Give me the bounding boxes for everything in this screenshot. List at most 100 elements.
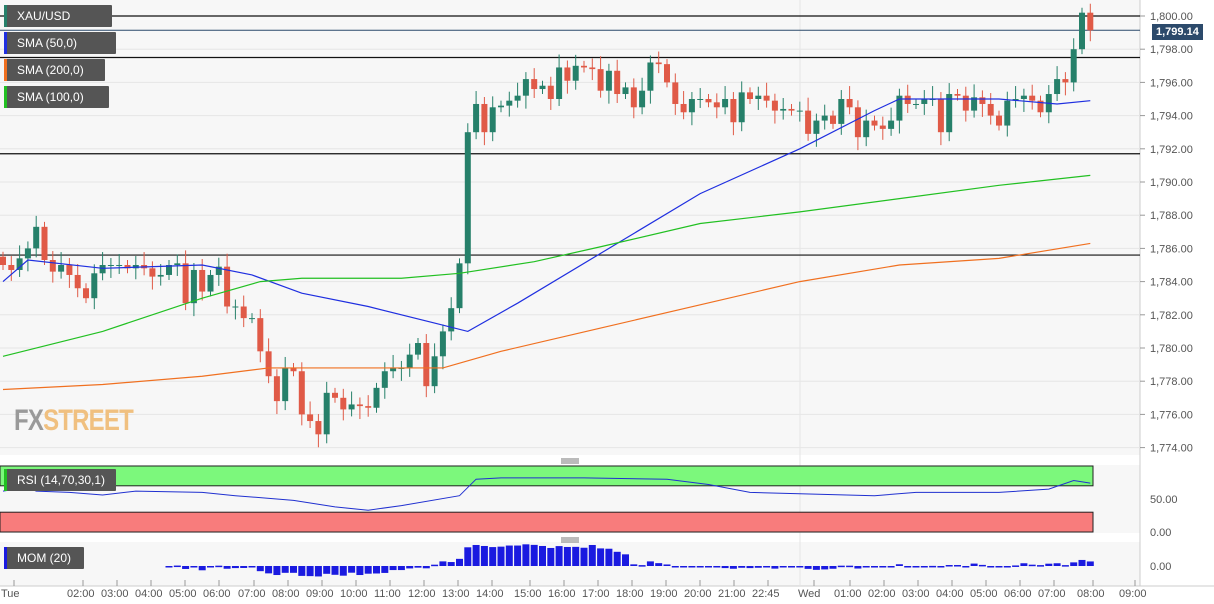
mom-bar <box>339 566 347 576</box>
candle <box>1037 100 1044 113</box>
candle <box>605 70 612 91</box>
mom-bar <box>431 564 439 567</box>
candle <box>904 95 911 104</box>
mom-bar <box>978 564 986 567</box>
mom-bar <box>497 546 505 566</box>
candle <box>1004 100 1011 126</box>
y-tick-label: 1,786.00 <box>1150 243 1193 255</box>
mom-bar <box>331 566 339 575</box>
mom-bar <box>605 548 613 566</box>
sma200-line <box>2 242 1091 391</box>
legend-symbol[interactable]: XAU/USD <box>4 5 112 27</box>
candle <box>439 331 446 357</box>
y-tick-label: 1,796.00 <box>1150 77 1193 89</box>
candle <box>16 258 23 270</box>
candle <box>232 306 239 308</box>
legend-rsi[interactable]: RSI (14,70,30,1) <box>4 469 116 491</box>
y-tick-label: 1,792.00 <box>1150 144 1193 156</box>
mom-bar <box>215 565 223 568</box>
mom-bar <box>480 545 488 566</box>
candle <box>597 69 604 91</box>
mom-bar <box>937 566 945 568</box>
mom-bar <box>912 566 920 568</box>
mom-bar <box>1045 563 1053 566</box>
candle <box>971 97 978 111</box>
candle <box>506 100 513 106</box>
mom-bar <box>364 566 372 574</box>
legend-sma100[interactable]: SMA (100,0) <box>4 86 109 108</box>
mom-bar <box>1012 565 1020 567</box>
candle <box>755 95 762 99</box>
mom-bar <box>522 544 530 566</box>
x-tick-label: 16:00 <box>548 588 576 600</box>
candle <box>647 62 654 91</box>
mom-bar <box>572 546 580 566</box>
mom-bar <box>256 566 264 572</box>
candle <box>581 65 587 68</box>
mom-bar <box>1037 565 1044 567</box>
y-tick-label: 1,780.00 <box>1150 343 1193 355</box>
x-tick-label: 17:00 <box>582 588 610 600</box>
mom-bar <box>356 566 364 576</box>
candle <box>290 367 297 372</box>
mom-tick-label: 0.00 <box>1150 561 1171 573</box>
candle <box>190 269 197 304</box>
candle <box>738 92 745 123</box>
mom-bar <box>273 566 281 576</box>
candle <box>1087 12 1094 31</box>
mom-bar <box>173 565 181 568</box>
candle <box>423 343 430 387</box>
legend-sma200[interactable]: SMA (200,0) <box>4 59 105 81</box>
candle <box>705 99 712 103</box>
candle <box>0 256 6 265</box>
rsi-overbought-band <box>0 465 1094 487</box>
legend-mom-label: MOM (20) <box>17 551 71 565</box>
legend-mom[interactable]: MOM (20) <box>4 547 84 569</box>
candle <box>149 268 156 277</box>
mom-bar <box>804 566 812 569</box>
legend-sma100-label: SMA (100,0) <box>17 90 84 104</box>
x-tick-label: 10:00 <box>340 588 368 600</box>
candle <box>448 308 455 332</box>
mom-bar <box>348 566 356 573</box>
candle <box>315 421 322 435</box>
candle <box>522 79 529 96</box>
mom-bar <box>381 566 389 573</box>
candle <box>813 120 820 134</box>
mom-bar <box>1003 566 1011 568</box>
candle <box>332 392 338 398</box>
candle <box>572 65 579 81</box>
candle <box>722 99 729 108</box>
x-tick-label: 20:00 <box>684 588 712 600</box>
candle <box>381 371 388 388</box>
y-tick-label: 1,800.00 <box>1150 11 1193 23</box>
legend-symbol-label: XAU/USD <box>17 9 71 23</box>
candle <box>49 260 56 272</box>
mom-bar <box>414 566 422 568</box>
mom-bar <box>638 565 646 567</box>
candle <box>672 82 679 104</box>
mom-bar <box>1028 564 1036 567</box>
candle <box>66 265 73 275</box>
mom-bar <box>788 566 795 568</box>
candle <box>348 404 355 410</box>
mom-bar <box>456 558 463 566</box>
mom-bar <box>796 566 804 568</box>
candle <box>498 105 504 108</box>
mom-bar <box>646 561 654 566</box>
x-tick-label: 08:00 <box>272 588 300 600</box>
mom-bar <box>696 566 704 568</box>
mom-bar <box>223 566 231 569</box>
mom-bar <box>929 565 937 568</box>
mom-bar <box>588 544 596 566</box>
mom-bar <box>389 566 397 571</box>
candle <box>365 406 372 408</box>
candle <box>954 94 961 96</box>
legend-sma50[interactable]: SMA (50,0) <box>4 32 116 54</box>
mom-bar <box>1086 561 1094 566</box>
candle <box>1020 95 1027 99</box>
y-tick-label: 1,774.00 <box>1150 443 1193 455</box>
candle <box>854 107 861 138</box>
mom-bar <box>846 565 854 568</box>
candle <box>124 265 131 269</box>
